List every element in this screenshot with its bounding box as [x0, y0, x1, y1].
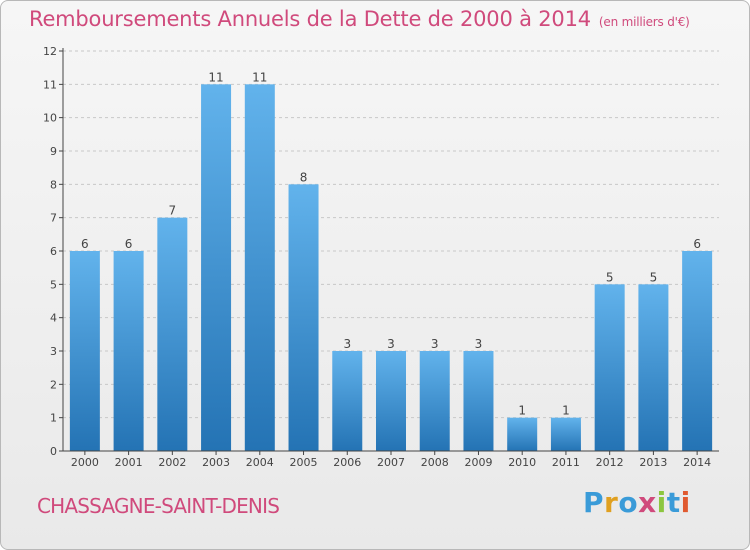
y-tick-label: 10	[43, 112, 57, 125]
bar-2003	[201, 84, 232, 451]
commune-name: CHASSAGNE-SAINT-DENIS	[37, 494, 280, 518]
logo-letter: x	[638, 486, 657, 519]
proxiti-logo[interactable]: Proxiti	[583, 486, 691, 519]
data-label: 5	[650, 270, 658, 284]
data-label: 3	[431, 337, 439, 351]
data-label: 1	[562, 404, 570, 418]
data-label: 7	[169, 204, 177, 218]
data-label: 3	[475, 337, 483, 351]
chart-subtitle: (en milliers d'€)	[598, 15, 690, 29]
bar-2007	[376, 351, 406, 451]
logo-letter: r	[604, 486, 619, 519]
x-tick-label: 2010	[508, 456, 536, 469]
bar-layer	[69, 84, 713, 452]
bar-2002	[157, 217, 188, 451]
data-label: 1	[518, 404, 526, 418]
bar-2004	[244, 84, 275, 451]
x-tick-label: 2002	[158, 456, 186, 469]
bar-2001	[113, 251, 144, 451]
x-tick-label: 2004	[246, 456, 274, 469]
label-layer: 0123456789101112620006200172002112003112…	[43, 45, 711, 469]
y-tick-label: 9	[50, 145, 57, 158]
logo-letter: i	[680, 486, 691, 519]
bar-2009	[463, 351, 494, 451]
data-label: 6	[125, 237, 133, 251]
data-label: 8	[300, 170, 308, 184]
logo-letter: P	[583, 486, 605, 519]
bar-2000	[69, 251, 100, 451]
data-label: 11	[208, 70, 223, 84]
y-tick-label: 11	[43, 78, 57, 91]
y-tick-label: 5	[50, 278, 57, 291]
bar-2014	[682, 251, 713, 451]
chart-title-text: Remboursements Annuels de la Dette de 20…	[29, 7, 591, 31]
y-tick-label: 2	[50, 378, 57, 391]
x-tick-label: 2009	[464, 456, 492, 469]
y-tick-label: 7	[50, 212, 57, 225]
bar-2013	[638, 284, 669, 451]
axis-layer	[59, 48, 719, 455]
x-tick-label: 2000	[71, 456, 99, 469]
y-tick-label: 6	[50, 245, 57, 258]
x-tick-label: 2001	[115, 456, 143, 469]
bar-2012	[594, 284, 625, 451]
x-tick-label: 2006	[333, 456, 361, 469]
x-tick-label: 2007	[377, 456, 405, 469]
x-tick-label: 2005	[290, 456, 318, 469]
y-tick-label: 3	[50, 345, 57, 358]
x-tick-label: 2011	[552, 456, 580, 469]
x-tick-label: 2003	[202, 456, 230, 469]
y-tick-label: 8	[50, 178, 57, 191]
bar-2008	[419, 351, 450, 451]
y-tick-label: 4	[50, 312, 57, 325]
x-tick-label: 2008	[421, 456, 449, 469]
bar-2010	[507, 417, 538, 451]
data-label: 3	[387, 337, 395, 351]
bar-2006	[332, 351, 363, 451]
chart-title: Remboursements Annuels de la Dette de 20…	[29, 7, 690, 31]
x-tick-label: 2014	[683, 456, 711, 469]
data-label: 6	[693, 237, 701, 251]
logo-letter: i	[656, 486, 667, 519]
logo-letter: o	[618, 486, 639, 519]
y-tick-label: 12	[43, 45, 57, 58]
data-label: 6	[81, 237, 89, 251]
logo-letter: t	[666, 486, 681, 519]
bar-2005	[288, 184, 319, 452]
data-label: 3	[343, 337, 351, 351]
y-tick-label: 1	[50, 412, 57, 425]
data-label: 5	[606, 270, 614, 284]
bar-2011	[550, 417, 581, 451]
y-tick-label: 0	[50, 445, 57, 458]
x-tick-label: 2012	[596, 456, 624, 469]
x-tick-label: 2013	[639, 456, 667, 469]
data-label: 11	[252, 70, 267, 84]
